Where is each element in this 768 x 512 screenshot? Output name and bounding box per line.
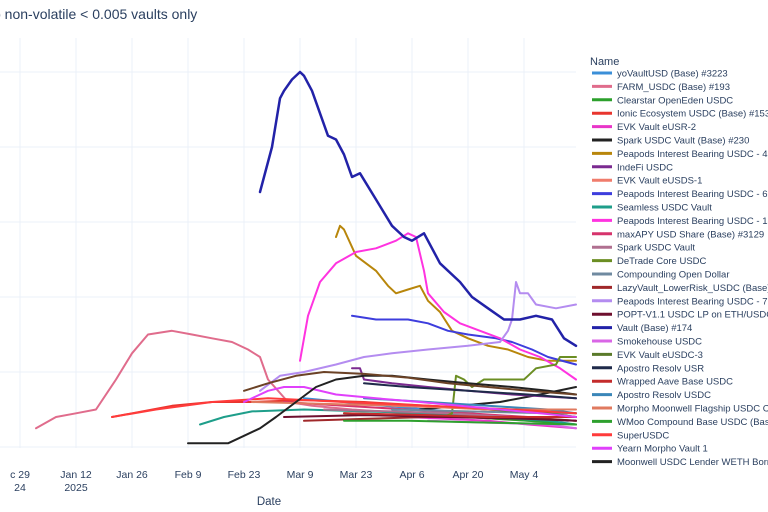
legend-label[interactable]: Compounding Open Dollar (617, 270, 729, 281)
series-line-26[interactable] (343, 419, 577, 426)
series-line-11[interactable] (299, 232, 577, 381)
legend[interactable]: Name yoVaultUSD (Base) #3223 FARM_USDC (B… (590, 56, 768, 468)
series-line-18[interactable] (283, 414, 577, 422)
legend-label[interactable]: Morpho Moonwell Flagship USDC Com (617, 404, 768, 415)
legend-label[interactable]: IndeFi USDC (617, 162, 673, 173)
legend-label[interactable]: yoVaultUSD (Base) #3223 (617, 69, 728, 80)
legend-label[interactable]: Peapods Interest Bearing USDC - 7 (617, 296, 768, 307)
legend-label[interactable]: LazyVault_LowerRisk_USDC (Base) # (617, 283, 768, 294)
legend-label[interactable]: SuperUSDC (617, 430, 669, 441)
series-line-9[interactable] (351, 314, 577, 366)
legend-label[interactable]: Peapods Interest Bearing USDC - 42 (617, 149, 768, 160)
x-tick-label: May 4 (510, 469, 539, 481)
legend-label[interactable]: Ionic Ecosystem USDC (Base) #153 (617, 109, 768, 120)
x-tick-label: Feb 9 (175, 469, 202, 481)
legend-label[interactable]: EVK Vault eUSDS-1 (617, 176, 702, 187)
series-line-14[interactable] (443, 356, 577, 418)
x-tick-label: Mar 23 (340, 469, 373, 481)
series-line-19[interactable] (258, 70, 578, 348)
x-tick-label: Jan 26 (116, 469, 148, 481)
legend-label[interactable]: Peapods Interest Bearing USDC - 67 (617, 189, 768, 200)
series-line-17[interactable] (259, 281, 577, 392)
series-line-22[interactable] (363, 382, 577, 400)
legend-label[interactable]: POPT-V1.1 USDC LP on ETH/USDC 5b (617, 310, 768, 321)
legend-label[interactable]: Vault (Base) #174 (617, 323, 692, 334)
legend-label[interactable]: Apostro Resolv USDC (617, 390, 711, 401)
legend-label[interactable]: Moonwell USDC Lender WETH Borrow (617, 457, 768, 468)
series-lines (35, 70, 578, 445)
legend-label[interactable]: Seamless USDC Vault (617, 203, 712, 214)
legend-label[interactable]: Apostro Resolv USR (617, 363, 704, 374)
legend-label[interactable]: Yearn Morpho Vault 1 (617, 444, 708, 455)
legend-label[interactable]: EVK Vault eUSDC-3 (617, 350, 703, 361)
legend-label[interactable]: EVK Vault eUSR-2 (617, 122, 696, 133)
x-tick-label: c 29 (10, 469, 30, 481)
series-line-30[interactable] (243, 371, 577, 396)
x-tick-label: Jan 12 (60, 469, 92, 481)
legend-label[interactable]: maxAPY USD Share (Base) #3129 (617, 229, 764, 240)
grid (0, 38, 576, 448)
series-line-23[interactable] (343, 412, 577, 418)
series-line-29[interactable] (187, 374, 577, 445)
series-line-4[interactable] (407, 416, 577, 430)
x-tick-sublabel: 2025 (64, 482, 88, 494)
legend-label[interactable]: FARM_USDC (Base) #193 (617, 82, 730, 93)
legend-title: Name (590, 56, 619, 68)
x-tick-label: Apr 20 (453, 469, 484, 481)
series-line-28[interactable] (243, 386, 577, 418)
legend-label[interactable]: Peapods Interest Bearing USDC - 15 (617, 216, 768, 227)
x-tick-label: Apr 6 (399, 469, 424, 481)
x-axis-title: Date (257, 496, 281, 508)
legend-label[interactable]: Spark USDC Vault (617, 243, 695, 254)
legend-label[interactable]: Wrapped Aave Base USDC (617, 377, 733, 388)
legend-label[interactable]: Clearstar OpenEden USDC (617, 95, 733, 106)
legend-label[interactable]: Smokehouse USDC (617, 337, 702, 348)
legend-label[interactable]: Spark USDC Vault (Base) #230 (617, 136, 749, 147)
x-tick-sublabel: 24 (14, 482, 26, 494)
legend-label[interactable]: DeTrade Core USDC (617, 256, 707, 267)
x-tick-label: Feb 23 (228, 469, 261, 481)
legend-label[interactable]: WMoo Compound Base USDC (Base) (617, 417, 768, 428)
series-line-6[interactable] (335, 224, 577, 362)
chart-title: p non-volatile < 0.005 vaults only (0, 6, 197, 22)
x-tick-label: Mar 9 (287, 469, 314, 481)
